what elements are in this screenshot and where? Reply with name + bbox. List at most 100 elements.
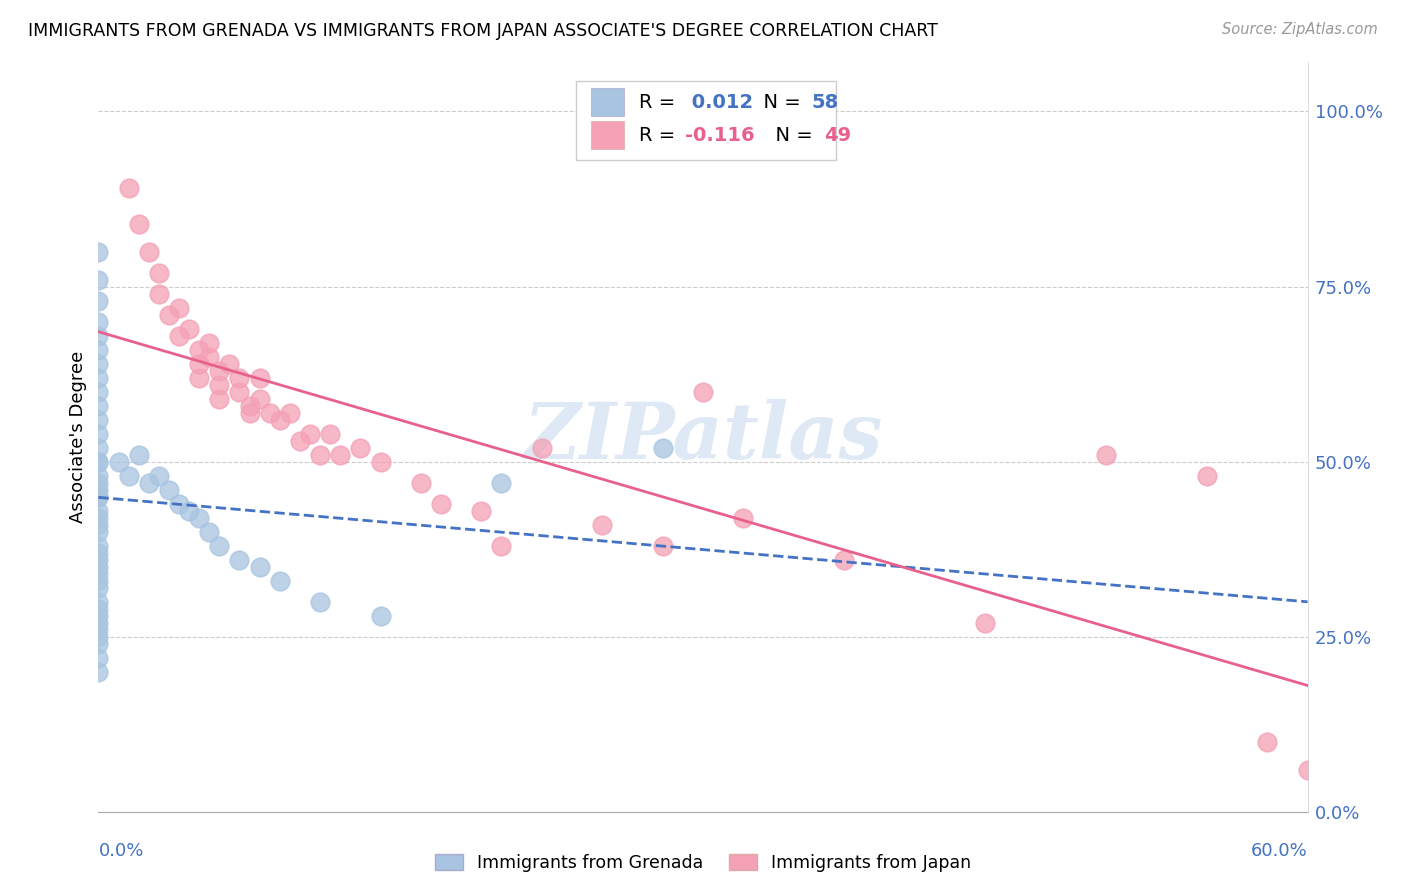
Point: [87, 623, 110, 637]
Text: 60.0%: 60.0%: [1251, 842, 1308, 860]
Point: [409, 475, 432, 490]
Point: [530, 441, 553, 455]
Point: [87, 574, 110, 588]
Point: [87, 343, 110, 357]
Text: ZIPatlas: ZIPatlas: [523, 399, 883, 475]
Text: R =: R =: [638, 93, 682, 112]
Y-axis label: Associate's Degree: Associate's Degree: [69, 351, 87, 524]
Point: [118, 468, 141, 483]
Point: [269, 574, 291, 588]
Text: 58: 58: [811, 93, 839, 112]
Point: [1296, 763, 1319, 777]
Point: [1256, 734, 1278, 748]
Point: [87, 524, 110, 539]
Point: [218, 357, 240, 371]
Point: [491, 539, 513, 553]
Point: [239, 399, 262, 413]
Text: N =: N =: [763, 126, 820, 145]
Point: [148, 266, 170, 280]
Point: [87, 454, 110, 468]
FancyBboxPatch shape: [591, 121, 624, 149]
Point: [87, 490, 110, 504]
Point: [87, 546, 110, 560]
Point: [87, 637, 110, 651]
Point: [1195, 468, 1218, 483]
Point: [148, 286, 170, 301]
Point: [87, 539, 110, 553]
Point: [188, 357, 211, 371]
Point: [128, 217, 150, 231]
Point: [87, 517, 110, 532]
Point: [309, 448, 332, 462]
Point: [208, 377, 231, 392]
Point: [1095, 448, 1118, 462]
Point: [118, 181, 141, 195]
Point: [591, 517, 613, 532]
Point: [198, 524, 221, 539]
Point: [167, 497, 190, 511]
Point: [491, 475, 513, 490]
Point: [188, 370, 211, 384]
Point: [87, 272, 110, 286]
Point: [249, 392, 271, 406]
Point: [208, 539, 231, 553]
Point: [87, 357, 110, 371]
Point: [167, 328, 190, 343]
Point: [87, 615, 110, 630]
Point: [87, 581, 110, 595]
Point: [370, 454, 392, 468]
Point: [249, 559, 271, 574]
Text: N =: N =: [751, 93, 807, 112]
Text: IMMIGRANTS FROM GRENADA VS IMMIGRANTS FROM JAPAN ASSOCIATE'S DEGREE CORRELATION : IMMIGRANTS FROM GRENADA VS IMMIGRANTS FR…: [28, 22, 938, 40]
Point: [87, 510, 110, 524]
Point: [370, 608, 392, 623]
Point: [87, 559, 110, 574]
Point: [87, 244, 110, 259]
Point: [87, 328, 110, 343]
Point: [87, 566, 110, 581]
Point: [188, 510, 211, 524]
Point: [208, 363, 231, 377]
Point: [87, 441, 110, 455]
Point: [87, 399, 110, 413]
FancyBboxPatch shape: [576, 81, 837, 160]
Point: [87, 490, 110, 504]
Point: [179, 321, 201, 335]
Point: [87, 370, 110, 384]
Point: [87, 503, 110, 517]
Point: [128, 448, 150, 462]
Point: [87, 594, 110, 608]
Point: [228, 370, 250, 384]
Point: [138, 475, 160, 490]
Point: [349, 441, 371, 455]
Point: [832, 552, 855, 566]
Point: [138, 244, 160, 259]
Text: 49: 49: [824, 126, 851, 145]
Point: [87, 314, 110, 328]
Point: [259, 406, 281, 420]
Point: [692, 384, 714, 399]
FancyBboxPatch shape: [591, 88, 624, 116]
Point: [208, 392, 231, 406]
Point: [87, 650, 110, 665]
Point: [198, 335, 221, 350]
Point: [167, 301, 190, 315]
Point: [651, 539, 673, 553]
Point: [87, 601, 110, 615]
Point: [288, 434, 311, 448]
Point: [239, 406, 262, 420]
Point: [470, 503, 492, 517]
Point: [299, 426, 322, 441]
Point: [148, 468, 170, 483]
Text: 0.012: 0.012: [685, 93, 754, 112]
Text: Source: ZipAtlas.com: Source: ZipAtlas.com: [1222, 22, 1378, 37]
Point: [198, 350, 221, 364]
Point: [157, 483, 180, 497]
Point: [228, 384, 250, 399]
Point: [157, 308, 180, 322]
Point: [87, 293, 110, 308]
Point: [87, 630, 110, 644]
Point: [87, 552, 110, 566]
Point: [430, 497, 453, 511]
Point: [228, 552, 250, 566]
